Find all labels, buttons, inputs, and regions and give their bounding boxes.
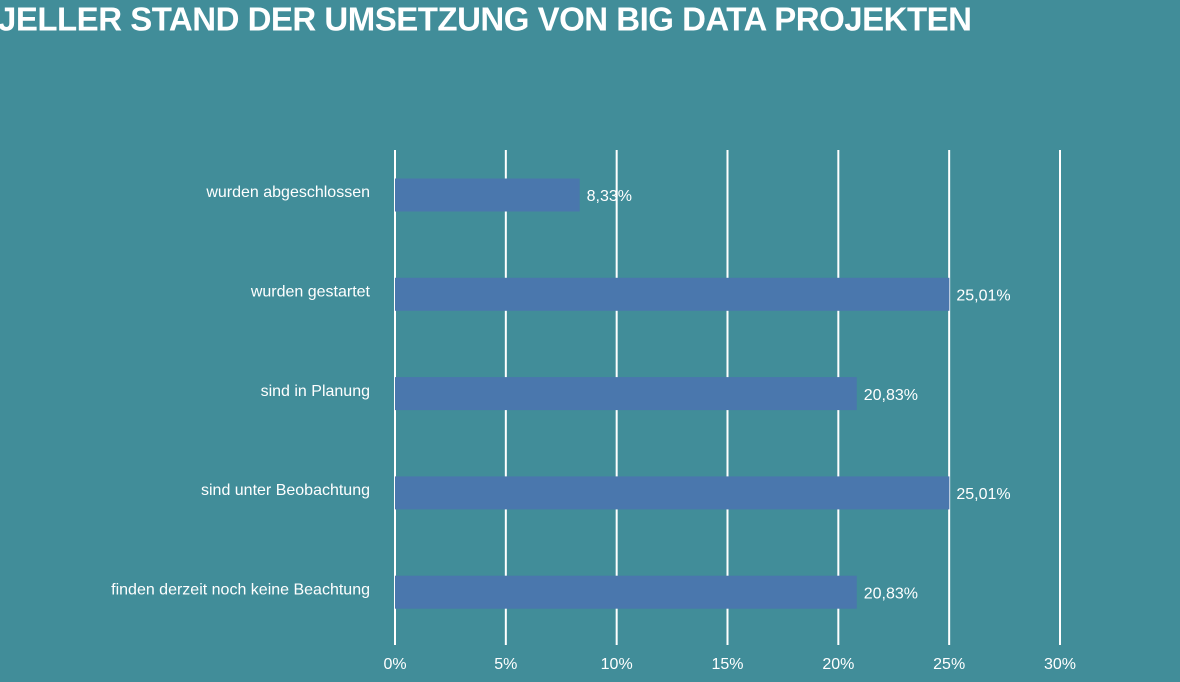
x-tick-label: 25% [933,656,965,673]
x-tick-label: 5% [494,656,517,673]
x-tick-label: 15% [711,656,743,673]
x-tick-label: 30% [1044,656,1076,673]
category-label: sind in Planung [261,383,370,400]
bar [395,476,950,510]
x-tick-label: 20% [822,656,854,673]
value-label: 20,83% [864,387,918,404]
bar [395,277,950,311]
chart-title: JELLER STAND DER UMSETZUNG VON BIG DATA … [0,1,972,38]
category-label: wurden abgeschlossen [205,184,370,201]
category-label: wurden gestartet [250,284,371,301]
x-tick-label: 10% [601,656,633,673]
value-label: 20,83% [864,585,918,602]
bar [395,178,580,212]
value-label: 8,33% [587,188,632,205]
bar [395,377,857,411]
x-tick-label: 0% [383,656,406,673]
category-label: finden derzeit noch keine Beachtung [111,581,370,598]
bar [395,575,857,609]
value-label: 25,01% [956,486,1010,503]
category-label: sind unter Beobachtung [201,482,370,499]
value-label: 25,01% [956,288,1010,305]
